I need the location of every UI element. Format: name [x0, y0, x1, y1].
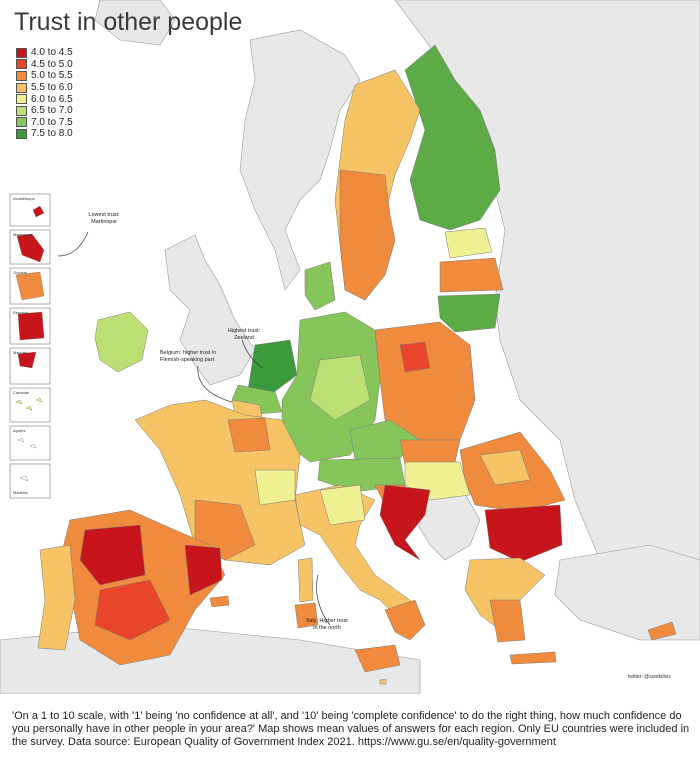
legend: 4.0 to 4.5 4.5 to 5.0 5.0 to 5.5 5.5 to 6.0…: [16, 47, 73, 140]
legend-label: 7.0 to 7.5: [31, 116, 73, 128]
legend-item: 6.0 to 6.5: [16, 93, 73, 105]
inset-label-guadeloupe: Guadeloupe: [13, 196, 35, 201]
author-credit: twitter: @sundsliviz: [628, 674, 671, 680]
legend-label: 4.0 to 4.5: [31, 47, 73, 59]
inset-label-acores: Açores: [13, 428, 26, 433]
legend-swatch: [16, 59, 27, 70]
non-eu-land: [0, 0, 700, 694]
legend-item: 7.0 to 7.5: [16, 117, 73, 129]
inset-label-reunion: Réunion: [13, 310, 28, 315]
annotation-arrows: [57, 231, 331, 626]
legend-label: 5.5 to 6.0: [31, 82, 73, 94]
legend-item: 7.5 to 8.0: [16, 128, 73, 140]
legend-swatch: [16, 128, 27, 139]
legend-item: 4.0 to 4.5: [16, 47, 73, 59]
inset-label-martinique: Martinique: [13, 232, 32, 237]
legend-swatch: [16, 105, 27, 116]
annotation-italy: Italy: Higher trust in the north: [306, 618, 348, 631]
legend-label: 6.0 to 6.5: [31, 93, 73, 105]
legend-swatch: [16, 117, 27, 128]
legend-item: 6.5 to 7.0: [16, 105, 73, 117]
legend-swatch: [16, 70, 27, 81]
legend-label: 5.0 to 5.5: [31, 70, 73, 82]
map-caption: 'On a 1 to 10 scale, with '1' being 'no …: [12, 710, 690, 748]
inset-label-madeira: Madeira: [13, 490, 28, 495]
legend-swatch: [16, 47, 27, 58]
legend-label: 6.5 to 7.0: [31, 105, 73, 117]
map-title: Trust in other people: [14, 8, 243, 36]
legend-item: 4.5 to 5.0: [16, 59, 73, 71]
legend-item: 5.0 to 5.5: [16, 70, 73, 82]
legend-swatch: [16, 94, 27, 105]
annotation-belgium: Belgium: higher trust in Flemish-speakin…: [160, 350, 217, 363]
legend-label: 7.5 to 8.0: [31, 128, 73, 140]
legend-label: 4.5 to 5.0: [31, 58, 73, 70]
legend-swatch: [16, 82, 27, 93]
legend-item: 5.5 to 6.0: [16, 82, 73, 94]
inset-label-canarias: Canarias: [13, 390, 30, 395]
eu-regions: [37, 44, 677, 685]
inset-regions: [15, 205, 45, 482]
inset-label-mayotte: Mayotte: [13, 350, 28, 355]
inset-label-guyane: Guyane: [13, 270, 28, 275]
annotation-highest-trust: Highest trust: Zeeland: [227, 328, 261, 341]
europe-choropleth-map: [0, 0, 700, 694]
annotation-lowest-trust: Lowest trust: Martinique: [88, 212, 120, 225]
